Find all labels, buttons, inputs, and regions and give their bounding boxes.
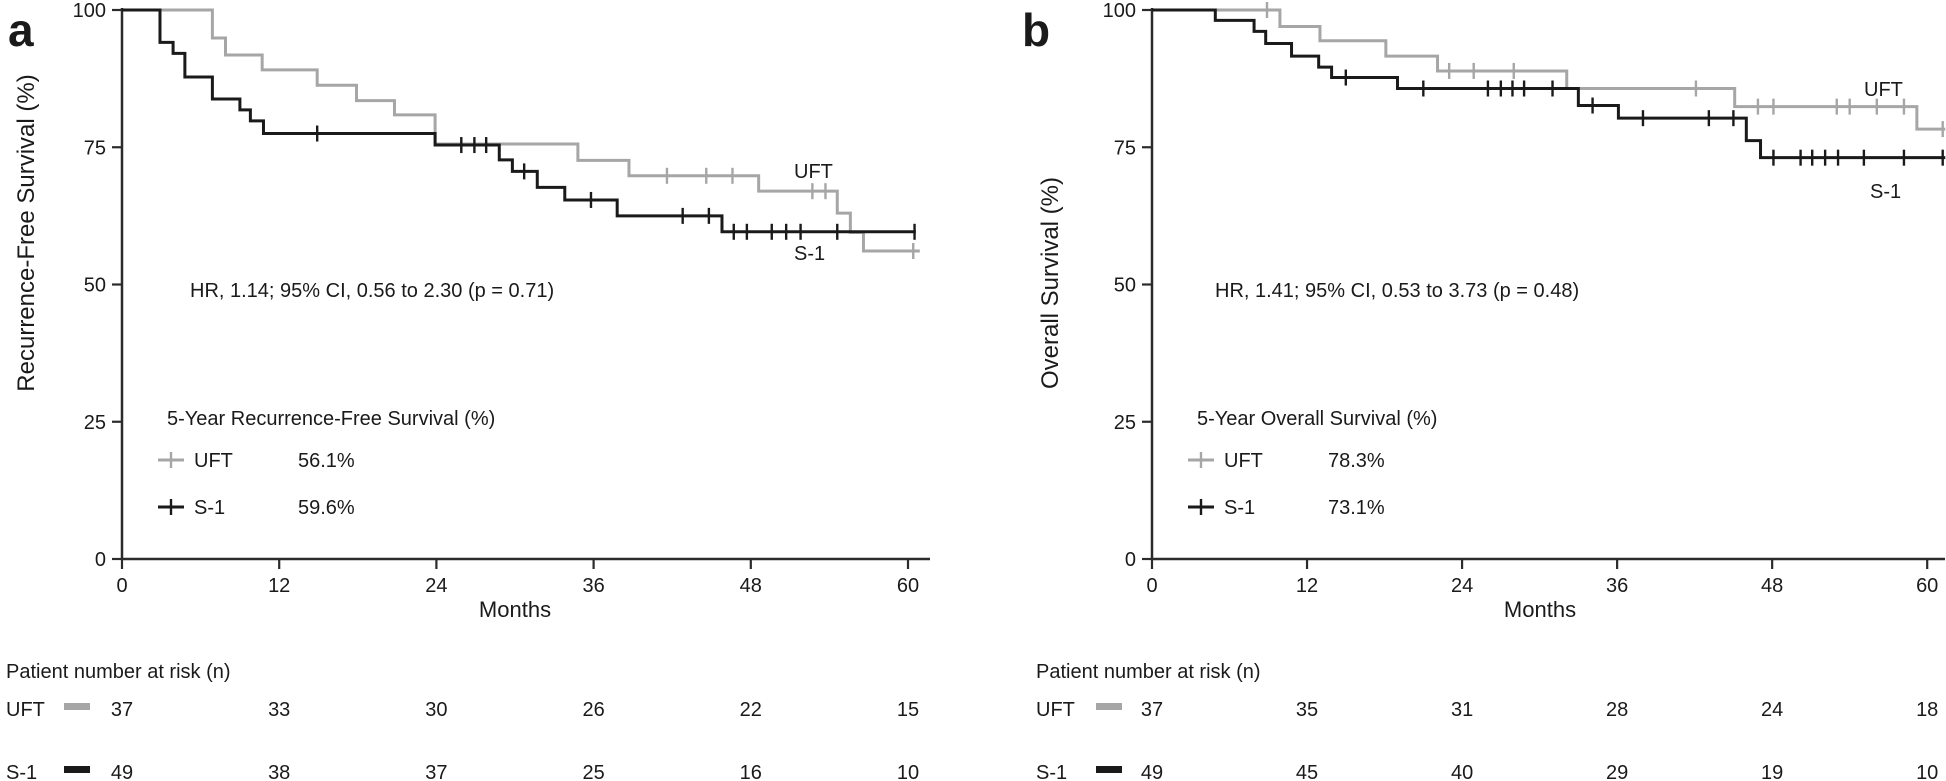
panel-b-risk-title: Patient number at risk (n) bbox=[1036, 661, 1261, 683]
panel-b-y-axis-title: Overall Survival (%) bbox=[1037, 177, 1064, 389]
y-tick-label: 25 bbox=[1114, 412, 1136, 434]
x-tick-label: 36 bbox=[582, 575, 604, 597]
risk-value-uft: 31 bbox=[1451, 699, 1473, 721]
panel-a-risk-row-uft-label: UFT bbox=[6, 699, 45, 721]
curve-uft bbox=[122, 8, 920, 253]
panel-a-curves bbox=[122, 8, 920, 260]
curve-s-1 bbox=[122, 8, 916, 234]
panel-a-legend-s1-value: 59.6% bbox=[298, 497, 355, 519]
panel-a-hr-annotation: HR, 1.14; 95% CI, 0.56 to 2.30 (p = 0.71… bbox=[190, 280, 554, 302]
risk-value-uft: 35 bbox=[1296, 699, 1318, 721]
risk-value-s-1: 49 bbox=[111, 762, 133, 781]
risk-value-s-1: 49 bbox=[1141, 762, 1163, 781]
x-tick-label: 12 bbox=[268, 575, 290, 597]
panel-b-axes: 0 25 50 75 100 0 12 24 36 48 60 bbox=[1103, 0, 1945, 597]
x-tick-label: 12 bbox=[1296, 575, 1318, 597]
risk-value-uft: 30 bbox=[425, 699, 447, 721]
x-tick-label: 60 bbox=[1916, 575, 1938, 597]
panel-b-s1-curve-label: S-1 bbox=[1870, 181, 1901, 203]
panel-a-legend-title: 5-Year Recurrence-Free Survival (%) bbox=[167, 408, 495, 430]
risk-value-s-1: 29 bbox=[1606, 762, 1628, 781]
risk-value-uft: 33 bbox=[268, 699, 290, 721]
risk-value-s-1: 37 bbox=[425, 762, 447, 781]
panel-a: 0 25 50 75 100 0 12 24 36 48 60 a Recurrence-Free … bbox=[6, 0, 930, 781]
risk-value-s-1: 10 bbox=[1916, 762, 1938, 781]
risk-value-s-1: 25 bbox=[582, 762, 604, 781]
panel-b-risk-row-uft-label: UFT bbox=[1036, 699, 1075, 721]
risk-value-uft: 18 bbox=[1916, 699, 1938, 721]
x-tick-label: 48 bbox=[1761, 575, 1783, 597]
x-tick-label: 48 bbox=[740, 575, 762, 597]
x-tick-label: 0 bbox=[1146, 575, 1157, 597]
risk-value-s-1: 16 bbox=[740, 762, 762, 781]
risk-value-uft: 28 bbox=[1606, 699, 1628, 721]
panel-b-legend-s1-label: S-1 bbox=[1224, 497, 1255, 519]
panel-b-legend-uft-marker-icon bbox=[1188, 452, 1214, 468]
panel-a-s1-curve-label: S-1 bbox=[794, 243, 825, 265]
panel-a-y-axis-title: Recurrence-Free Survival (%) bbox=[13, 74, 40, 391]
panel-a-letter: a bbox=[8, 4, 34, 56]
panel-b-legend-s1-marker-icon bbox=[1188, 499, 1214, 515]
y-tick-label: 0 bbox=[1125, 549, 1136, 571]
panel-a-uft-curve-label: UFT bbox=[794, 161, 833, 183]
panel-a-risk-s1-dash-icon bbox=[64, 766, 90, 773]
panel-a-risk-row-s1-label: S-1 bbox=[6, 762, 37, 781]
curve-uft bbox=[1152, 8, 1946, 131]
panel-b-legend-uft-label: UFT bbox=[1224, 450, 1263, 472]
panel-a-axes: 0 25 50 75 100 0 12 24 36 48 60 bbox=[73, 0, 930, 597]
risk-value-s-1: 45 bbox=[1296, 762, 1318, 781]
x-tick-label: 0 bbox=[116, 575, 127, 597]
risk-value-s-1: 10 bbox=[897, 762, 919, 781]
y-tick-label: 100 bbox=[73, 0, 106, 22]
risk-value-uft: 37 bbox=[111, 699, 133, 721]
panel-b-risk-s1-dash-icon bbox=[1096, 766, 1122, 773]
risk-value-s-1: 19 bbox=[1761, 762, 1783, 781]
risk-value-s-1: 38 bbox=[268, 762, 290, 781]
risk-value-uft: 37 bbox=[1141, 699, 1163, 721]
x-tick-label: 60 bbox=[897, 575, 919, 597]
panel-b-legend-title: 5-Year Overall Survival (%) bbox=[1197, 408, 1437, 430]
panel-b-letter: b bbox=[1022, 4, 1050, 56]
risk-value-uft: 24 bbox=[1761, 699, 1783, 721]
panel-b-curves bbox=[1152, 2, 1946, 166]
panel-a-legend-s1-marker-icon bbox=[158, 499, 184, 515]
y-tick-label: 75 bbox=[84, 137, 106, 159]
panel-a-legend-uft-value: 56.1% bbox=[298, 450, 355, 472]
x-tick-label: 24 bbox=[425, 575, 447, 597]
panel-b-hr-annotation: HR, 1.41; 95% CI, 0.53 to 3.73 (p = 0.48… bbox=[1215, 280, 1579, 302]
panel-b-risk-uft-dash-icon bbox=[1096, 703, 1122, 710]
x-tick-label: 24 bbox=[1451, 575, 1473, 597]
risk-value-uft: 26 bbox=[582, 699, 604, 721]
y-tick-label: 0 bbox=[95, 549, 106, 571]
panel-a-legend-s1-label: S-1 bbox=[194, 497, 225, 519]
panel-b: 0 25 50 75 100 0 12 24 36 48 60 b Overall Survival… bbox=[1022, 0, 1946, 781]
panel-a-risk-title: Patient number at risk (n) bbox=[6, 661, 231, 683]
panel-b-x-axis-title: Months bbox=[1504, 597, 1576, 622]
y-tick-label: 100 bbox=[1103, 0, 1136, 22]
panel-b-legend-s1-value: 73.1% bbox=[1328, 497, 1385, 519]
panel-b-risk-values: 37 35 31 28 24 18 49 45 40 29 19 10 bbox=[1141, 699, 1938, 781]
risk-value-s-1: 40 bbox=[1451, 762, 1473, 781]
panel-b-legend-uft-value: 78.3% bbox=[1328, 450, 1385, 472]
panel-b-uft-curve-label: UFT bbox=[1864, 79, 1903, 101]
y-tick-label: 50 bbox=[1114, 275, 1136, 297]
y-tick-label: 50 bbox=[84, 275, 106, 297]
panel-a-x-axis-title: Months bbox=[479, 597, 551, 622]
panel-b-risk-row-s1-label: S-1 bbox=[1036, 762, 1067, 781]
risk-value-uft: 15 bbox=[897, 699, 919, 721]
x-tick-label: 36 bbox=[1606, 575, 1628, 597]
y-tick-label: 25 bbox=[84, 412, 106, 434]
y-tick-label: 75 bbox=[1114, 137, 1136, 159]
panel-a-legend-uft-label: UFT bbox=[194, 450, 233, 472]
risk-value-uft: 22 bbox=[740, 699, 762, 721]
curve-s-1 bbox=[1152, 8, 1946, 160]
panel-a-risk-values: 37 33 30 26 22 15 49 38 37 25 16 10 bbox=[111, 699, 919, 781]
panel-a-risk-uft-dash-icon bbox=[64, 703, 90, 710]
panel-a-legend-uft-marker-icon bbox=[158, 452, 184, 468]
